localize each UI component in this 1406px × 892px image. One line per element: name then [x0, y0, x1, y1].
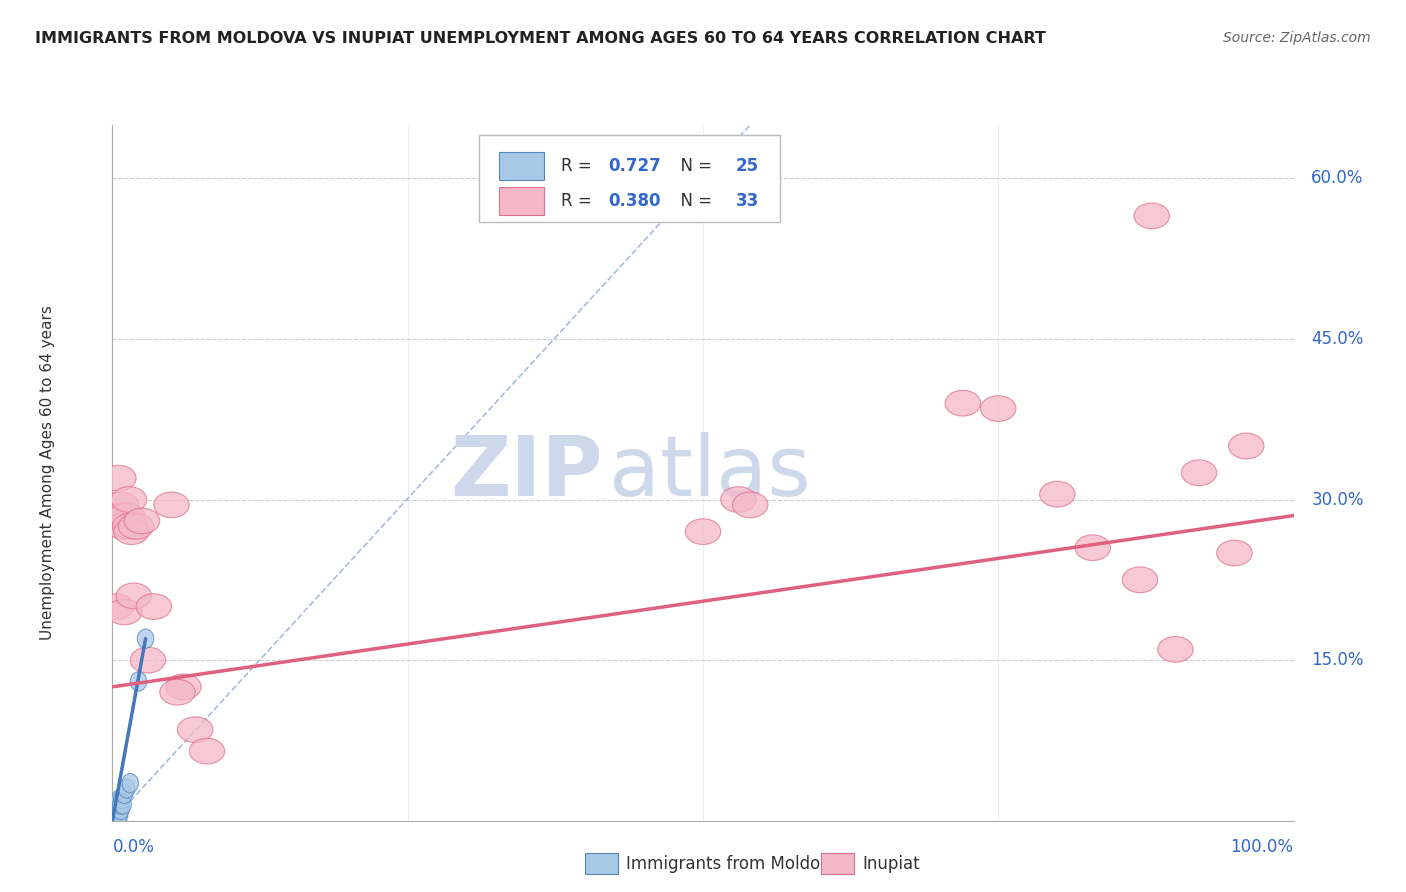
Ellipse shape — [190, 739, 225, 764]
Bar — [821, 854, 855, 874]
Ellipse shape — [166, 674, 201, 699]
Text: 60.0%: 60.0% — [1312, 169, 1364, 187]
Ellipse shape — [101, 466, 136, 491]
Ellipse shape — [111, 805, 128, 825]
Ellipse shape — [105, 805, 122, 825]
Ellipse shape — [107, 599, 142, 624]
Text: R =: R = — [561, 192, 598, 210]
Text: R =: R = — [561, 157, 598, 175]
Text: IMMIGRANTS FROM MOLDOVA VS INUPIAT UNEMPLOYMENT AMONG AGES 60 TO 64 YEARS CORREL: IMMIGRANTS FROM MOLDOVA VS INUPIAT UNEMP… — [35, 31, 1046, 46]
Text: 0.0%: 0.0% — [112, 838, 155, 856]
Ellipse shape — [115, 795, 131, 814]
Ellipse shape — [108, 503, 145, 528]
Ellipse shape — [1157, 637, 1194, 662]
Ellipse shape — [733, 492, 768, 517]
Text: 30.0%: 30.0% — [1312, 491, 1364, 508]
Ellipse shape — [108, 800, 125, 820]
Ellipse shape — [177, 717, 212, 742]
Ellipse shape — [108, 805, 124, 825]
Ellipse shape — [108, 811, 124, 830]
Ellipse shape — [111, 487, 146, 512]
Ellipse shape — [105, 811, 122, 830]
Ellipse shape — [114, 519, 149, 544]
Ellipse shape — [153, 492, 190, 517]
Ellipse shape — [721, 487, 756, 512]
Ellipse shape — [105, 514, 141, 539]
Ellipse shape — [1229, 434, 1264, 458]
Text: Inupiat: Inupiat — [862, 855, 920, 872]
Ellipse shape — [138, 629, 153, 648]
Ellipse shape — [108, 795, 124, 814]
Ellipse shape — [117, 583, 152, 608]
Text: Unemployment Among Ages 60 to 64 years: Unemployment Among Ages 60 to 64 years — [39, 305, 55, 640]
Ellipse shape — [104, 503, 139, 528]
Bar — [499, 186, 544, 215]
Ellipse shape — [117, 784, 132, 804]
Ellipse shape — [122, 773, 138, 793]
Ellipse shape — [112, 800, 129, 820]
Ellipse shape — [110, 811, 127, 830]
Ellipse shape — [131, 648, 166, 673]
Ellipse shape — [1122, 567, 1157, 592]
Text: 33: 33 — [737, 192, 759, 210]
Bar — [585, 854, 619, 874]
Ellipse shape — [945, 391, 980, 416]
Ellipse shape — [111, 789, 128, 809]
Ellipse shape — [685, 519, 721, 544]
Ellipse shape — [112, 795, 129, 814]
Ellipse shape — [103, 492, 138, 517]
Text: 45.0%: 45.0% — [1312, 330, 1364, 348]
Ellipse shape — [112, 514, 148, 539]
Ellipse shape — [118, 514, 153, 539]
Ellipse shape — [124, 508, 160, 533]
Text: 0.380: 0.380 — [609, 192, 661, 210]
Ellipse shape — [131, 672, 146, 691]
Ellipse shape — [110, 805, 127, 825]
Bar — [499, 152, 544, 180]
Ellipse shape — [136, 594, 172, 619]
Ellipse shape — [110, 795, 127, 814]
Ellipse shape — [160, 680, 195, 705]
Ellipse shape — [1216, 541, 1253, 566]
Text: N =: N = — [669, 192, 717, 210]
Text: 15.0%: 15.0% — [1312, 651, 1364, 669]
Ellipse shape — [98, 594, 134, 619]
Ellipse shape — [1181, 460, 1216, 485]
Ellipse shape — [1039, 482, 1076, 507]
FancyBboxPatch shape — [478, 136, 780, 222]
Text: Source: ZipAtlas.com: Source: ZipAtlas.com — [1223, 31, 1371, 45]
Ellipse shape — [1076, 535, 1111, 560]
Ellipse shape — [118, 779, 135, 798]
Text: 25: 25 — [737, 157, 759, 175]
Ellipse shape — [1135, 203, 1170, 228]
Text: Immigrants from Moldova: Immigrants from Moldova — [626, 855, 841, 872]
Text: ZIP: ZIP — [450, 433, 603, 513]
Ellipse shape — [107, 805, 124, 825]
Ellipse shape — [114, 789, 131, 809]
Ellipse shape — [107, 811, 124, 830]
Text: N =: N = — [669, 157, 717, 175]
Ellipse shape — [107, 800, 124, 820]
Text: atlas: atlas — [609, 433, 810, 513]
Ellipse shape — [980, 396, 1017, 421]
Ellipse shape — [108, 800, 124, 820]
Text: 100.0%: 100.0% — [1230, 838, 1294, 856]
Ellipse shape — [108, 805, 125, 825]
Text: 0.727: 0.727 — [609, 157, 661, 175]
